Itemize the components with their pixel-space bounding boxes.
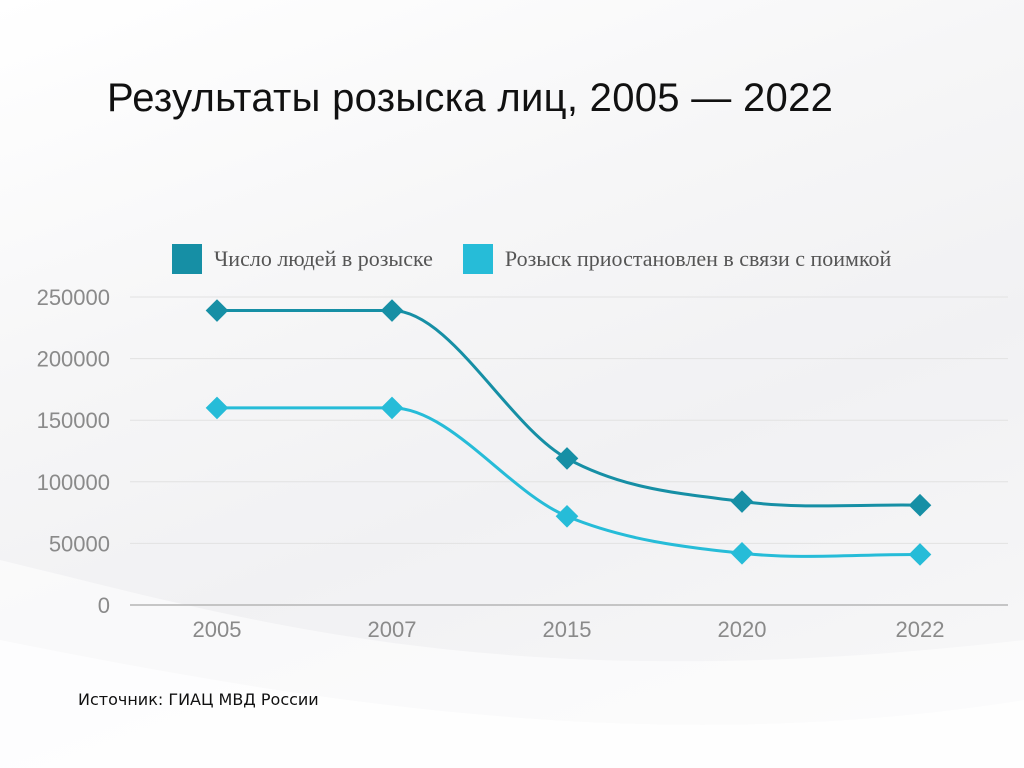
x-tick-label: 2005 [193,617,242,642]
y-tick-label: 150000 [37,408,110,433]
y-tick-label: 250000 [37,285,110,310]
x-tick-label: 2020 [718,617,767,642]
series-2-point [908,543,932,566]
source-note: Источник: ГИАЦ МВД России [78,690,319,709]
y-tick-label: 50000 [49,531,110,556]
y-tick-label: 100000 [37,470,110,495]
legend-item-series-1: Число людей в розыске [172,244,433,274]
legend-swatch-series-1 [172,244,202,274]
series-2-point [380,396,404,420]
series-1-point [380,299,404,322]
y-tick-label: 200000 [37,347,110,372]
series-2-point [555,504,579,528]
series-2-point [205,396,229,420]
series-1-point [555,447,579,470]
x-tick-label: 2022 [896,617,945,642]
chart-title: Результаты розыска лиц, 2005 — 2022 [107,76,834,120]
series-2-point [730,541,754,565]
x-tick-label: 2015 [543,617,592,642]
x-tick-label: 2007 [368,617,417,642]
legend-item-series-2: Розыск приостановлен в связи с поимкой [462,244,892,274]
legend-swatch-series-2 [462,244,493,274]
legend: Число людей в розыске Розыск приостановл… [172,244,921,274]
legend-label-series-1: Число людей в розыске [214,246,433,271]
y-tick-label: 0 [98,593,110,618]
legend-label-series-2: Розыск приостановлен в связи с поимкой [504,246,892,271]
series-1-point [908,493,932,517]
series-1-point [205,299,229,322]
series-1-point [730,490,754,513]
